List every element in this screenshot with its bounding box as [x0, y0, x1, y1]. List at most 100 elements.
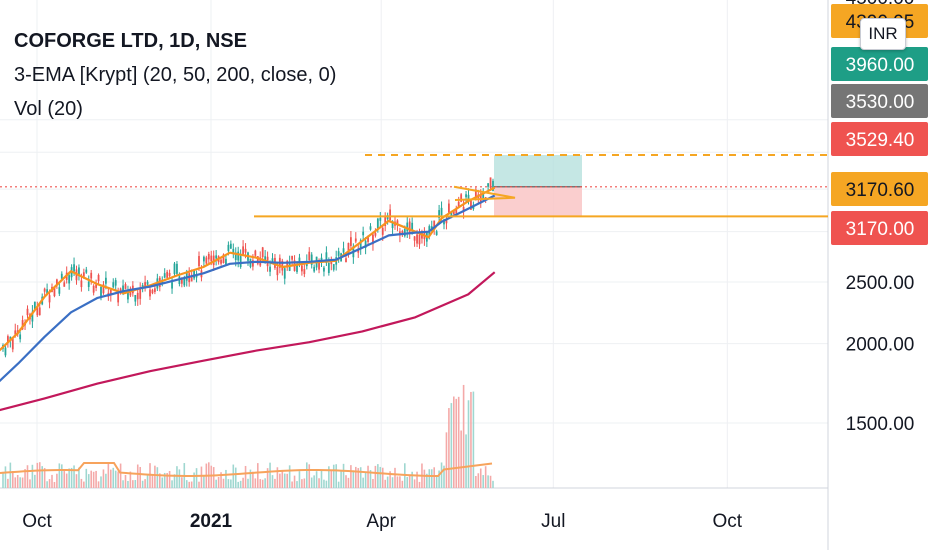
candle-body: [489, 177, 492, 188]
candle-body: [166, 271, 169, 278]
chart-legend: COFORGE LTD, 1D, NSE 3-EMA [Krypt] (20, …: [14, 24, 336, 126]
candle-body: [470, 200, 472, 210]
volume-bars: [0, 384, 494, 488]
candle-body: [298, 257, 301, 263]
candle-body: [455, 208, 458, 214]
candle-body: [313, 266, 316, 272]
time-tick-label: Oct: [22, 511, 52, 532]
candle-body: [435, 231, 438, 236]
candle-body: [443, 219, 445, 225]
candle-body: [310, 254, 313, 265]
volume-ma-line: [0, 462, 493, 478]
candle-body: [418, 235, 421, 245]
symbol-title: COFORGE LTD, 1D, NSE: [14, 30, 247, 52]
candle-body: [433, 220, 436, 230]
candle-body: [168, 272, 171, 276]
price-tag: [831, 84, 928, 118]
candle-body: [232, 248, 235, 254]
candle-body: [112, 282, 115, 288]
candle-body: [396, 220, 399, 226]
candle-body: [318, 262, 320, 270]
ema-20-line: [0, 186, 496, 352]
candle-body: [95, 284, 97, 288]
candle-body: [207, 253, 210, 260]
volume-label[interactable]: Vol (20): [14, 98, 83, 120]
candle-body: [134, 294, 137, 302]
candle-body: [60, 273, 63, 279]
candle-body: [97, 274, 100, 282]
candle-body: [33, 301, 36, 310]
candle-body: [367, 235, 369, 242]
candle-body: [291, 255, 293, 260]
candle-body: [80, 280, 83, 288]
candle-body: [462, 206, 465, 213]
candle-body: [229, 243, 232, 249]
candle-body: [36, 306, 39, 316]
price-tag-label: 3529.40: [846, 130, 915, 151]
candle-body: [286, 261, 289, 268]
candle-body: [63, 282, 66, 287]
candle-body: [222, 254, 225, 264]
candle-body: [105, 277, 107, 284]
candle-body: [438, 210, 440, 218]
candle-body: [323, 267, 325, 272]
candle-body: [7, 336, 9, 343]
price-tag: [831, 211, 928, 245]
candle-body: [21, 320, 24, 330]
indicator-label[interactable]: 3-EMA [Krypt] (20, 50, 200, close, 0): [14, 64, 337, 86]
candle-body: [342, 248, 345, 253]
candle-body: [416, 234, 418, 244]
candle-body: [379, 217, 382, 221]
candle-body: [325, 252, 328, 263]
candle-body: [56, 279, 58, 286]
profit-zone: [494, 155, 582, 187]
candle-body: [406, 222, 409, 232]
triangle-pattern: [453, 185, 516, 201]
candle-body: [239, 256, 242, 267]
candle-body: [467, 194, 470, 199]
candle-body: [389, 209, 391, 221]
price-tag: [831, 172, 928, 206]
candle-body: [102, 284, 105, 294]
price-tag-label: 3170.60: [846, 180, 915, 201]
price-axis[interactable]: 1500.002000.002500.004500.004390.953960.…: [831, 0, 928, 435]
candle-body: [474, 189, 477, 199]
candle-body: [337, 251, 340, 256]
trade-zones: [494, 155, 582, 217]
candle-body: [448, 203, 450, 213]
price-tag-label: 3960.00: [846, 55, 915, 76]
candle-body: [440, 207, 443, 216]
candle-body: [127, 289, 129, 300]
candles: [2, 177, 494, 358]
candle-body: [215, 255, 218, 259]
candle-body: [92, 285, 95, 293]
candle-body: [176, 263, 178, 274]
candle-body: [122, 285, 124, 293]
currency-button[interactable]: INR: [860, 18, 906, 50]
price-tick-label: 1500.00: [846, 414, 915, 435]
ema-50-line: [0, 194, 496, 383]
candle-body: [252, 260, 254, 267]
candle-body: [183, 277, 186, 286]
candle-body: [4, 347, 7, 356]
candle-body: [320, 257, 323, 262]
candle-body: [347, 242, 350, 254]
candle-body: [78, 267, 80, 275]
candle-body: [445, 219, 448, 224]
candle-body: [269, 266, 271, 272]
candle-body: [276, 267, 279, 276]
candle-body: [82, 272, 85, 277]
time-tick-label: 2021: [190, 511, 233, 532]
price-tag: [831, 122, 928, 156]
candle-body: [85, 269, 88, 273]
candle-body: [124, 284, 127, 289]
time-axis[interactable]: Oct 2021 Apr Jul Oct: [22, 511, 743, 532]
candle-body: [254, 250, 257, 256]
candle-body: [261, 247, 264, 258]
candle-body: [136, 292, 139, 300]
candle-body: [117, 292, 120, 303]
candle-body: [234, 252, 237, 260]
candle-body: [87, 281, 90, 287]
candle-body: [68, 275, 71, 284]
